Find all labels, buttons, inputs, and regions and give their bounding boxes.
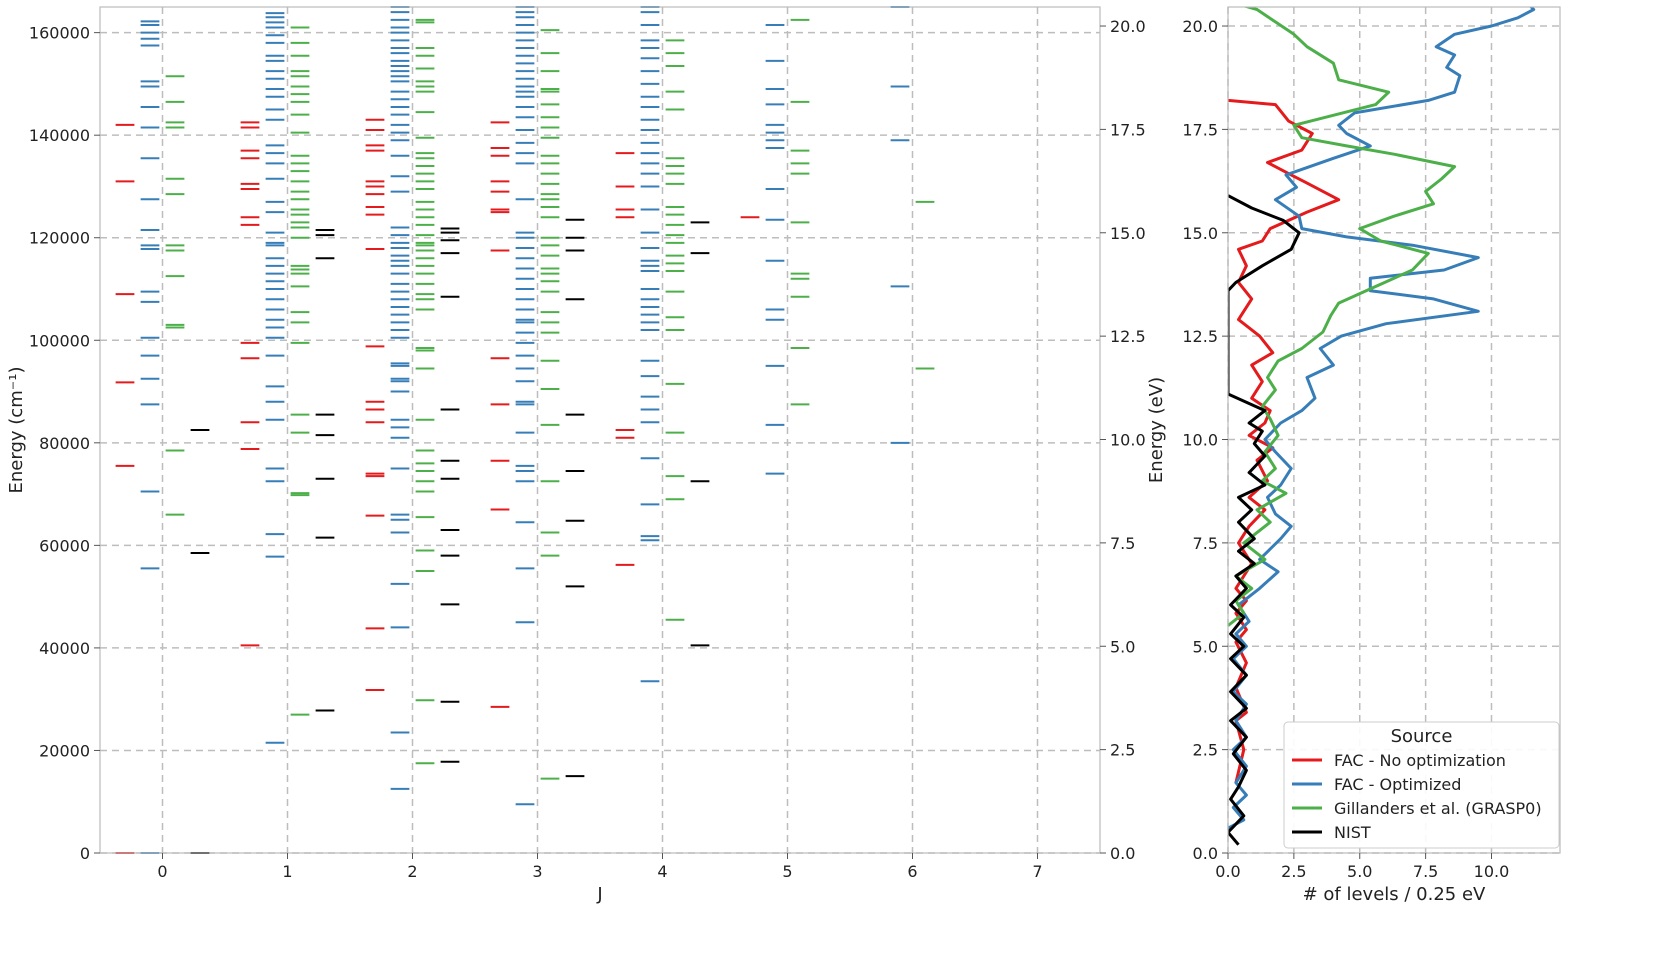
- right-y-tick-label: 0.0: [1193, 844, 1218, 863]
- right-x-tick-label: 5.0: [1347, 862, 1372, 881]
- legend-label: Gillanders et al. (GRASP0): [1334, 799, 1542, 818]
- left-x-tick-label: 5: [782, 862, 792, 881]
- right-plot-frame: [1227, 6, 1561, 854]
- legend-label: NIST: [1334, 823, 1371, 842]
- left-y-tick-label: 160000: [29, 24, 90, 43]
- left-y2-tick-label: 17.5: [1110, 120, 1146, 139]
- left-plot-frame: [99, 6, 1101, 854]
- left-x-axis-title: J: [596, 884, 602, 905]
- left-y2-tick-label: 7.5: [1110, 534, 1135, 553]
- legend: Source FAC - No optimization FAC - Optimi…: [1283, 721, 1560, 849]
- level-markers: [115, 6, 935, 854]
- right-x-tick-label: 0.0: [1215, 862, 1240, 881]
- left-y-tick-label: 60000: [39, 536, 90, 555]
- left-x-tick-label: 6: [907, 862, 917, 881]
- left-y2-tick-label: 0.0: [1110, 844, 1135, 863]
- left-grid: [100, 7, 1100, 854]
- legend-box: [1283, 721, 1560, 849]
- left-x-ticks: 0 1 2 3 4 5 6 7: [157, 853, 1043, 881]
- level-density-panel: 0.0 2.5 5.0 7.5 10.0 0.0 2.5 5.0 7.5 10.0 12.5 15.…: [1182, 6, 1561, 905]
- left-y2-tick-label: 20.0: [1110, 17, 1146, 36]
- legend-label: FAC - No optimization: [1334, 751, 1506, 770]
- right-y-tick-label: 15.0: [1182, 224, 1218, 243]
- left-y-tick-label: 140000: [29, 126, 90, 145]
- left-x-tick-label: 4: [657, 862, 667, 881]
- left-y2-tick-label: 10.0: [1110, 431, 1146, 450]
- left-x-tick-label: 2: [407, 862, 417, 881]
- right-y-tick-label: 20.0: [1182, 17, 1218, 36]
- right-x-tick-label: 7.5: [1413, 862, 1438, 881]
- right-y-tick-label: 10.0: [1182, 431, 1218, 450]
- left-y-tick-label: 100000: [29, 331, 90, 350]
- right-x-tick-label: 2.5: [1281, 862, 1306, 881]
- right-x-axis-title: # of levels / 0.25 eV: [1303, 884, 1486, 905]
- left-x-tick-label: 1: [282, 862, 292, 881]
- density-series-line: [1228, 194, 1301, 846]
- left-x-tick-label: 3: [532, 862, 542, 881]
- density-series-line: [1228, 7, 1536, 830]
- left-y-tick-label: 40000: [39, 639, 90, 658]
- right-y-tick-label: 5.0: [1193, 637, 1218, 656]
- left-y2-tick-label: 2.5: [1110, 741, 1135, 760]
- left-y-axis-title: Energy (cm⁻¹): [6, 367, 27, 494]
- left-y-tick-label: 120000: [29, 229, 90, 248]
- left-y2-ticks: 0.0 2.5 5.0 7.5 10.0 12.5 15.0 17.5 20.0: [1100, 17, 1146, 863]
- left-y-tick-label: 80000: [39, 434, 90, 453]
- right-y-tick-label: 17.5: [1182, 120, 1218, 139]
- left-x-tick-label: 7: [1032, 862, 1042, 881]
- energy-level-panel: 0 1 2 3 4 5 6 7 0 20000 40000 60000 80000 100000 1200…: [6, 6, 1167, 905]
- density-series-line: [1228, 7, 1457, 627]
- legend-title: Source: [1391, 726, 1453, 747]
- legend-items: FAC - No optimization FAC - Optimized Gill…: [1292, 751, 1542, 842]
- right-y-tick-label: 7.5: [1193, 534, 1218, 553]
- left-y2-tick-label: 15.0: [1110, 224, 1146, 243]
- left-y-ticks: 0 20000 40000 60000 80000 100000 120000 140000 1…: [29, 24, 100, 863]
- left-y2-axis-title: Energy (eV): [1146, 377, 1167, 483]
- right-x-ticks: 0.0 2.5 5.0 7.5 10.0: [1215, 853, 1509, 881]
- density-lines: [1228, 7, 1536, 846]
- left-y-tick-label: 20000: [39, 741, 90, 760]
- right-y-tick-label: 12.5: [1182, 327, 1218, 346]
- left-x-tick-label: 0: [157, 862, 167, 881]
- left-y2-tick-label: 12.5: [1110, 327, 1146, 346]
- legend-label: FAC - Optimized: [1334, 775, 1461, 794]
- right-x-tick-label: 10.0: [1474, 862, 1510, 881]
- left-y2-tick-label: 5.0: [1110, 637, 1135, 656]
- left-y-tick-label: 0: [80, 844, 90, 863]
- right-y-tick-label: 2.5: [1193, 741, 1218, 760]
- right-y-ticks: 0.0 2.5 5.0 7.5 10.0 12.5 15.0 17.5 20.0: [1182, 17, 1228, 863]
